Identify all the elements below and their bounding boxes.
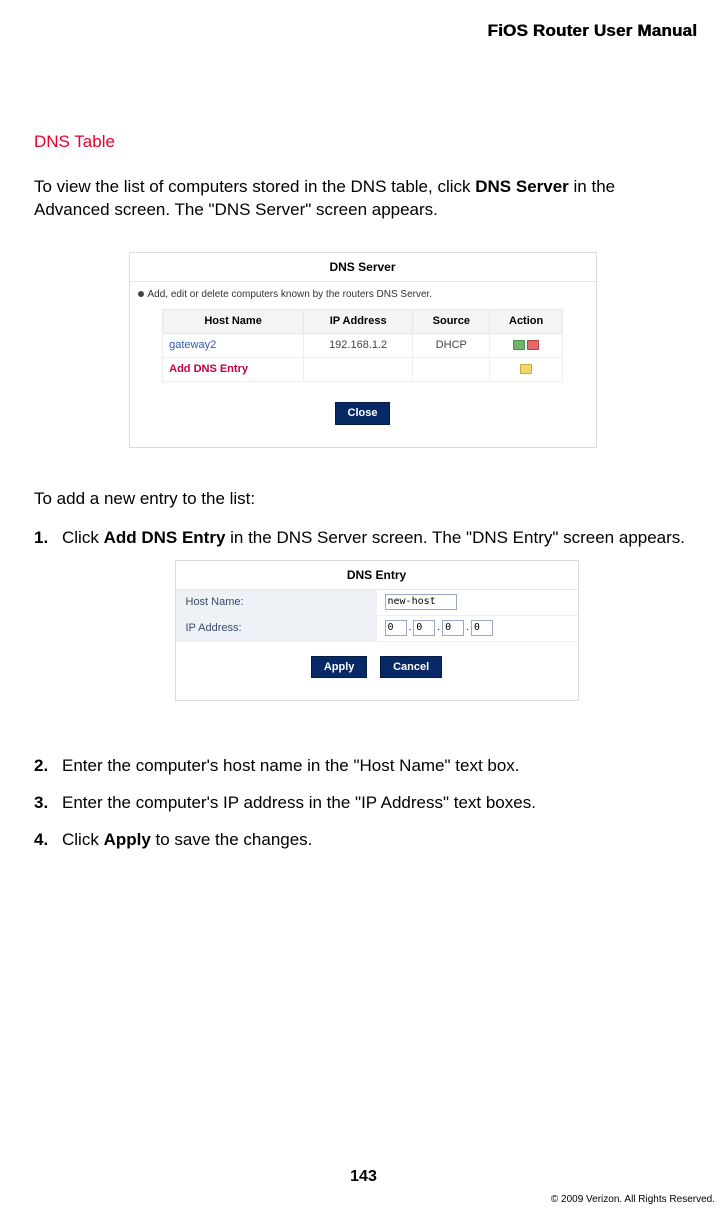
step1-pre: Click (62, 528, 104, 547)
table-row: Add DNS Entry (163, 358, 563, 382)
source-cell: DHCP (413, 334, 490, 358)
step1-post: in the DNS Server screen. The "DNS Entry… (225, 528, 685, 547)
ip-cell (304, 358, 413, 382)
cancel-button[interactable]: Cancel (380, 656, 442, 679)
step1-bold: Add DNS Entry (104, 528, 226, 547)
dns-server-note-text: Add, edit or delete computers known by t… (148, 289, 433, 300)
action-cell (490, 334, 563, 358)
delete-icon[interactable] (527, 340, 539, 350)
intro-bold: DNS Server (471, 177, 569, 196)
page-number: 143 (0, 1166, 727, 1188)
col-action: Action (490, 310, 563, 334)
section-heading: DNS Table (34, 131, 691, 154)
apply-button[interactable]: Apply (311, 656, 368, 679)
dns-entry-title: DNS Entry (176, 561, 578, 590)
copyright: © 2009 Verizon. All Rights Reserved. (551, 1193, 715, 1207)
ip-octet-2[interactable] (413, 620, 435, 636)
intro-pre: To view the list of computers stored in … (34, 177, 471, 196)
dns-server-note: Add, edit or delete computers known by t… (130, 282, 596, 310)
ip-octet-1[interactable] (385, 620, 407, 636)
dns-table: Host Name IP Address Source Action gatew… (162, 309, 563, 382)
edit-icon[interactable] (513, 340, 525, 350)
host-name-input[interactable] (385, 594, 457, 610)
dot: . (435, 622, 442, 633)
dot: . (407, 622, 414, 633)
host-name-label: Host Name: (176, 590, 377, 615)
ip-address-label: IP Address: (176, 616, 377, 641)
page-header-title: FiOS Router User Manual (34, 20, 697, 43)
host-link[interactable]: gateway2 (169, 339, 216, 351)
col-hostname: Host Name (163, 310, 304, 334)
add-dns-entry-link[interactable]: Add DNS Entry (169, 363, 248, 375)
step4-bold: Apply (104, 830, 151, 849)
step-2: Enter the computer's host name in the "H… (34, 755, 691, 792)
intro-paragraph: To view the list of computers stored in … (34, 176, 691, 222)
step4-pre: Click (62, 830, 104, 849)
add-icon[interactable] (520, 364, 532, 374)
col-source: Source (413, 310, 490, 334)
action-cell (490, 358, 563, 382)
source-cell (413, 358, 490, 382)
step-4: Click Apply to save the changes. (34, 829, 691, 866)
ip-cell: 192.168.1.2 (304, 334, 413, 358)
ip-address-fields: ... (377, 616, 578, 641)
step-3: Enter the computer's IP address in the "… (34, 792, 691, 829)
dns-server-title: DNS Server (130, 253, 596, 282)
close-button[interactable]: Close (335, 402, 391, 425)
step-1: Click Add DNS Entry in the DNS Server sc… (34, 527, 691, 756)
dns-entry-panel: DNS Entry Host Name: IP Address: ... App… (175, 560, 579, 702)
dot: . (464, 622, 471, 633)
sub-intro: To add a new entry to the list: (34, 488, 691, 511)
ip-octet-3[interactable] (442, 620, 464, 636)
step4-post: to save the changes. (151, 830, 313, 849)
bullet-icon (138, 291, 144, 297)
ip-octet-4[interactable] (471, 620, 493, 636)
dns-server-panel: DNS Server Add, edit or delete computers… (129, 252, 597, 448)
table-row: gateway2 192.168.1.2 DHCP (163, 334, 563, 358)
col-ip: IP Address (304, 310, 413, 334)
